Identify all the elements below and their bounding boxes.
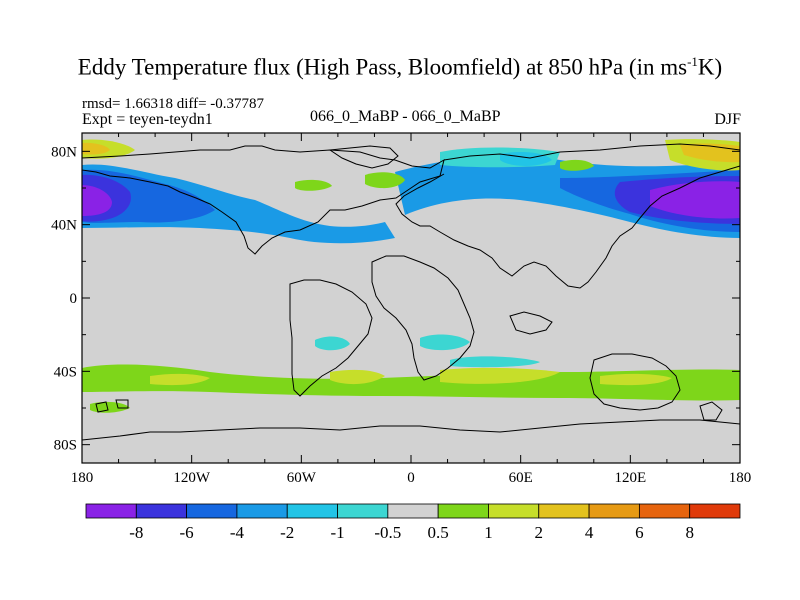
colorbar-label: 2 [535,523,544,542]
colorbar-box [538,503,590,519]
colorbar: -8 -6 -4 -2 -1 -0.5 0.5 1 2 4 6 8 [85,503,741,542]
colorbar-box [135,503,188,519]
x-tick-label: 60E [509,470,533,486]
colorbar-label: 6 [635,523,644,542]
eurasia-outline [395,143,740,289]
sh-belt [82,364,740,401]
nh-east-core [650,181,740,219]
south-america-outline [289,279,373,397]
colorbar-box [638,503,691,519]
y-axis: 80N 40N 0 40S 80S [51,144,740,454]
maritime-continent-outline [509,311,553,335]
sh-belt-yellow-2 [330,369,385,385]
sh-belt-yellow-1 [440,367,560,384]
colorbar-box [337,503,389,519]
y-tick-label: 40S [54,364,77,380]
colorbar-box [387,503,439,519]
africa-outline [371,255,475,381]
title-superscript: -1 [687,54,698,69]
x-axis: 180 120W 60W 0 60E 120E 180 [71,133,752,486]
x-tick-label: 120E [614,470,646,486]
colorbar-label: 0.5 [428,523,449,542]
y-tick-label: 40N [51,218,77,234]
chart-title: Eddy Temperature flux (High Pass, Bloomf… [0,54,800,81]
europe-pos [560,159,594,171]
colorbar-box [186,503,238,519]
sh-patch-3 [450,356,540,368]
y-tick-label: 80S [54,438,77,454]
sh-patch-1 [420,334,470,351]
colorbar-box [236,503,288,519]
greenland-outline [328,145,399,169]
sh-south-pos [90,401,130,413]
sh-patch-2 [315,336,350,351]
center-label: 066_0_MaBP - 066_0_MaBP [310,108,501,125]
experiment-label: Expt = teyen-teydn1 [82,111,213,128]
y-tick-label: 0 [70,291,78,307]
small-island-1 [95,401,109,413]
y-tick-label: 80N [51,144,77,160]
colorbar-label: -6 [180,523,194,542]
central-asia-pos [365,172,405,189]
colorbar-label: -1 [330,523,344,542]
colorbar-box [286,503,338,519]
colorbar-label: -0.5 [374,523,401,542]
season-label: DJF [714,111,741,128]
x-tick-label: 120W [173,470,211,486]
colorbar-box [689,503,741,519]
colorbar-box [488,503,540,519]
x-tick-label: 180 [729,470,752,486]
small-island-2 [115,399,129,409]
antarctica-outline [82,419,740,441]
colorbar-label: 8 [685,523,694,542]
title-end: K) [697,54,723,80]
colorbar-label: -2 [280,523,294,542]
colorbar-label: -8 [129,523,143,542]
australia-outline [589,353,681,411]
colorbar-label: -4 [230,523,245,542]
new-zealand-outline [699,401,723,421]
colorbar-label: 1 [484,523,493,542]
sh-belt-yellow-3 [600,373,672,386]
continent-outlines [82,143,740,441]
north-america-outline [82,145,445,255]
colorbar-box [85,503,137,519]
sh-belt-yellow-4 [150,373,210,386]
stats-label: rmsd= 1.66318 diff= -0.37787 [82,96,265,112]
x-tick-label: 60W [287,470,317,486]
nh-west-core [82,185,112,216]
colorbar-box [588,503,640,519]
x-tick-label: 180 [71,470,94,486]
colorbar-label: 4 [585,523,594,542]
title-main: Eddy Temperature flux (High Pass, Bloomf… [77,54,688,80]
colorbar-box [437,503,489,519]
x-tick-label: 0 [407,470,415,486]
na-pos [295,179,332,191]
